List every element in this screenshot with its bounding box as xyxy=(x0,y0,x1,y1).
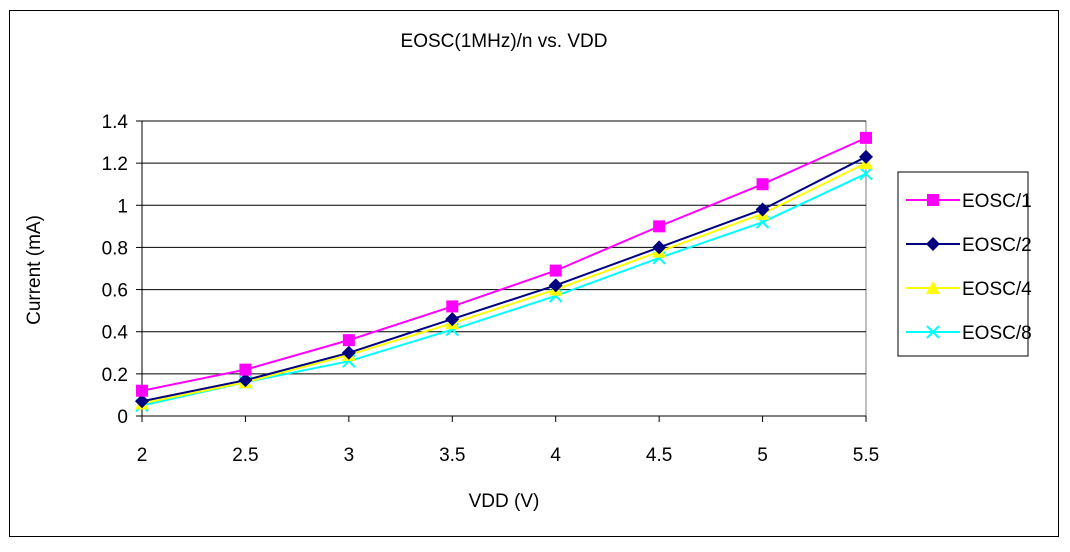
marker-square xyxy=(860,131,872,144)
plot-area xyxy=(141,120,867,417)
marker-diamond xyxy=(652,240,667,255)
x-tick-label: 3.5 xyxy=(439,445,465,466)
x-tick-label: 2 xyxy=(137,445,148,466)
y-tick-label: 1.2 xyxy=(102,154,128,175)
x-tick-label: 4.5 xyxy=(646,445,672,466)
marker-diamond xyxy=(755,202,770,217)
x-tick-label: 5.5 xyxy=(853,445,879,466)
y-tick-label: 1 xyxy=(117,196,128,217)
chart-title: EOSC(1MHz)/n vs. VDD xyxy=(401,31,608,52)
marker-diamond xyxy=(341,345,356,360)
marker-square xyxy=(239,363,252,376)
marker-square xyxy=(136,384,148,397)
legend-label: EOSC/1 xyxy=(962,191,1032,212)
marker-x xyxy=(926,325,940,339)
legend-label: EOSC/4 xyxy=(962,279,1032,300)
y-tick-label: 0.6 xyxy=(102,281,128,302)
marker-diamond xyxy=(548,278,563,293)
x-tick-label: 2.5 xyxy=(232,445,258,466)
marker-square xyxy=(653,220,666,233)
series-line-eosc-2 xyxy=(141,155,867,403)
legend-box xyxy=(897,171,1029,357)
marker-square xyxy=(446,300,459,313)
marker-diamond xyxy=(238,373,253,388)
marker-square xyxy=(756,178,769,191)
y-axis-label: Current (mA) xyxy=(24,215,45,325)
y-tick-label: 1.4 xyxy=(102,112,129,133)
y-tick-label: 0.8 xyxy=(102,238,128,259)
marker-diamond xyxy=(135,394,149,409)
marker-diamond xyxy=(445,312,460,327)
x-axis-label: VDD (V) xyxy=(469,491,540,512)
y-tick-label: 0.2 xyxy=(102,365,128,386)
x-tick-label: 5 xyxy=(757,445,768,466)
y-tick-label: 0 xyxy=(117,407,128,428)
marker-square xyxy=(927,194,939,206)
series-line-eosc-4 xyxy=(141,162,867,405)
y-tick-label: 0.4 xyxy=(102,323,129,344)
legend-label: EOSC/2 xyxy=(962,235,1032,256)
marker-x xyxy=(859,166,873,181)
marker-diamond xyxy=(859,149,873,164)
marker-square xyxy=(549,264,562,277)
x-tick-label: 3 xyxy=(344,445,355,466)
series-line-eosc-1 xyxy=(141,136,867,392)
x-tick-label: 4 xyxy=(550,445,561,466)
marker-triangle xyxy=(926,281,940,294)
series-line-eosc-8 xyxy=(141,172,867,407)
marker-square xyxy=(342,334,355,347)
legend-label: EOSC/8 xyxy=(962,323,1032,344)
marker-diamond xyxy=(926,237,940,251)
